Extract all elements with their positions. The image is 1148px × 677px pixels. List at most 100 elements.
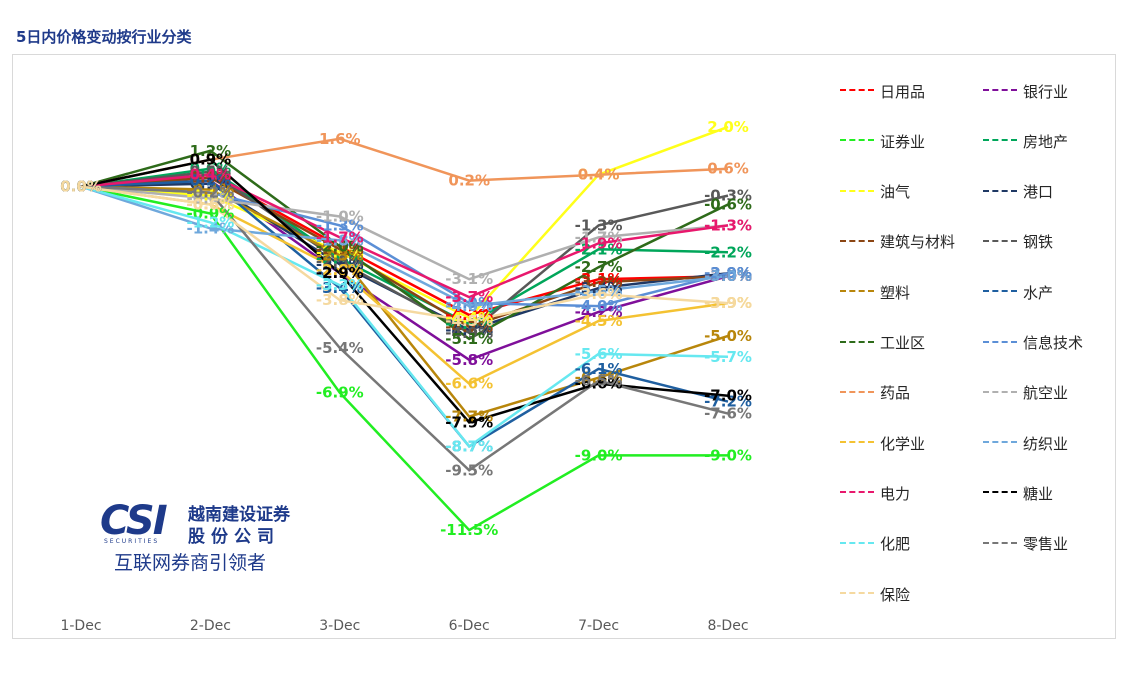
legend-label: 银行业 xyxy=(1023,82,1069,101)
legend-item: 水产 xyxy=(983,281,1053,303)
legend-swatch xyxy=(840,592,874,596)
data-label: -4.0% xyxy=(575,297,623,315)
data-label: 0.0% xyxy=(60,178,102,196)
data-label: -9.0% xyxy=(575,446,623,464)
data-label: -2.9% xyxy=(316,264,364,282)
data-label: 0.0% xyxy=(60,178,102,196)
series-line xyxy=(80,149,729,341)
data-label: -0.3% xyxy=(704,187,752,205)
data-label: -0.6% xyxy=(186,196,234,214)
series-line xyxy=(80,125,729,320)
data-label: -3.0% xyxy=(704,267,752,285)
data-label: -1.7% xyxy=(575,228,623,246)
data-label: -4.3% xyxy=(445,306,493,324)
data-label: -3.5% xyxy=(575,282,623,300)
legend-label: 证券业 xyxy=(880,132,926,151)
data-label: -3.1% xyxy=(575,270,623,288)
data-label: -3.6% xyxy=(575,285,623,303)
legend-item: 证券业 xyxy=(840,130,925,152)
data-label: -3.0% xyxy=(704,267,752,285)
x-axis-ticks: 1-Dec 2-Dec 3-Dec 6-Dec 7-Dec 8-Dec xyxy=(60,618,748,634)
legend-swatch xyxy=(983,340,1017,345)
data-label: -9.5% xyxy=(445,461,493,479)
legend-label: 纺织业 xyxy=(1023,434,1069,453)
data-label: -6.6% xyxy=(575,375,623,393)
series-line xyxy=(80,185,729,323)
data-label: 0.2% xyxy=(190,172,232,190)
data-label: 0.0% xyxy=(60,178,102,196)
data-label: -2.7% xyxy=(575,258,623,276)
legend-item: 糖业 xyxy=(983,482,1053,504)
legend-item: 航空业 xyxy=(983,382,1068,404)
legend-item: 保险 xyxy=(840,583,910,605)
data-label: 0.0% xyxy=(60,178,102,196)
legend-label: 零售业 xyxy=(1023,535,1069,554)
legend-label: 钢铁 xyxy=(1023,233,1054,252)
data-label: -4.5% xyxy=(575,312,623,330)
legend-label: 航空业 xyxy=(1023,384,1069,403)
data-label: -2.2% xyxy=(704,243,752,261)
logo-company-name-2: 股份公司 xyxy=(188,527,280,547)
legend-item: 银行业 xyxy=(983,80,1068,102)
legend-label: 化学业 xyxy=(880,434,926,453)
data-label: -0.6% xyxy=(186,196,234,214)
x-tick-label: 7-Dec xyxy=(578,618,619,634)
legend-item: 油气 xyxy=(840,181,910,203)
chart-title: 5日内价格变动按行业分类 xyxy=(16,28,192,46)
data-label: -2.9% xyxy=(704,264,752,282)
data-label: 0.0% xyxy=(60,178,102,196)
series-line xyxy=(80,185,728,532)
data-label: -6.1% xyxy=(575,360,623,378)
data-label: -3.3% xyxy=(316,276,364,294)
data-label: -7.6% xyxy=(704,405,752,423)
x-tick-label: 3-Dec xyxy=(319,618,360,634)
legend-item: 建筑与材料 xyxy=(840,231,955,253)
data-label: -3.1% xyxy=(445,270,493,288)
x-tick-label: 1-Dec xyxy=(60,618,101,634)
data-label: -3.9% xyxy=(445,294,493,312)
data-label: 0.0% xyxy=(60,178,102,196)
legend-swatch xyxy=(840,340,874,345)
data-label: -5.1% xyxy=(445,330,493,348)
series-line xyxy=(80,173,729,299)
legend-item: 电力 xyxy=(840,482,910,504)
data-label: 0.5% xyxy=(190,163,232,181)
logo-company-name-1: 越南建设证券 xyxy=(188,505,290,525)
data-label: 0.0% xyxy=(60,178,102,196)
series-line xyxy=(80,170,729,335)
data-label: 0.6% xyxy=(707,160,749,178)
data-label: 0.2% xyxy=(448,172,490,190)
data-label: 0.0% xyxy=(60,178,102,196)
data-label: 0.0% xyxy=(60,178,102,196)
legend-swatch xyxy=(840,491,874,495)
legend-label: 工业区 xyxy=(880,334,926,352)
data-label: -2.0% xyxy=(316,237,364,255)
data-label: -1.4% xyxy=(186,219,234,237)
data-label: -1.3% xyxy=(704,216,752,234)
data-label: 0.9% xyxy=(190,151,232,169)
legend-swatch xyxy=(983,239,1017,244)
data-label: -7.0% xyxy=(704,387,752,405)
data-label: 0.4% xyxy=(578,166,620,184)
data-label: -3.8% xyxy=(316,291,364,309)
data-label: -1.9% xyxy=(575,234,623,252)
legend-label: 建筑与材料 xyxy=(880,233,956,252)
series-line xyxy=(80,185,729,449)
data-label: -3.9% xyxy=(704,294,752,312)
data-label: -0.2% xyxy=(186,184,234,202)
data-label: 0.2% xyxy=(190,172,232,190)
legend-label: 塑料 xyxy=(880,283,911,302)
legend-swatch xyxy=(840,239,874,244)
data-label: -4.4% xyxy=(445,309,493,327)
legend-item: 钢铁 xyxy=(983,231,1053,253)
data-label: -1.2% xyxy=(186,213,234,231)
legend-swatch xyxy=(983,189,1017,194)
legend-label: 日用品 xyxy=(880,82,926,101)
data-label: 1.2% xyxy=(190,142,232,160)
legend-swatch xyxy=(840,189,874,194)
legend-swatch xyxy=(840,441,874,445)
data-label: 0.0% xyxy=(60,178,102,196)
legend-item: 房地产 xyxy=(983,130,1068,152)
data-label: 0.0% xyxy=(60,178,102,196)
